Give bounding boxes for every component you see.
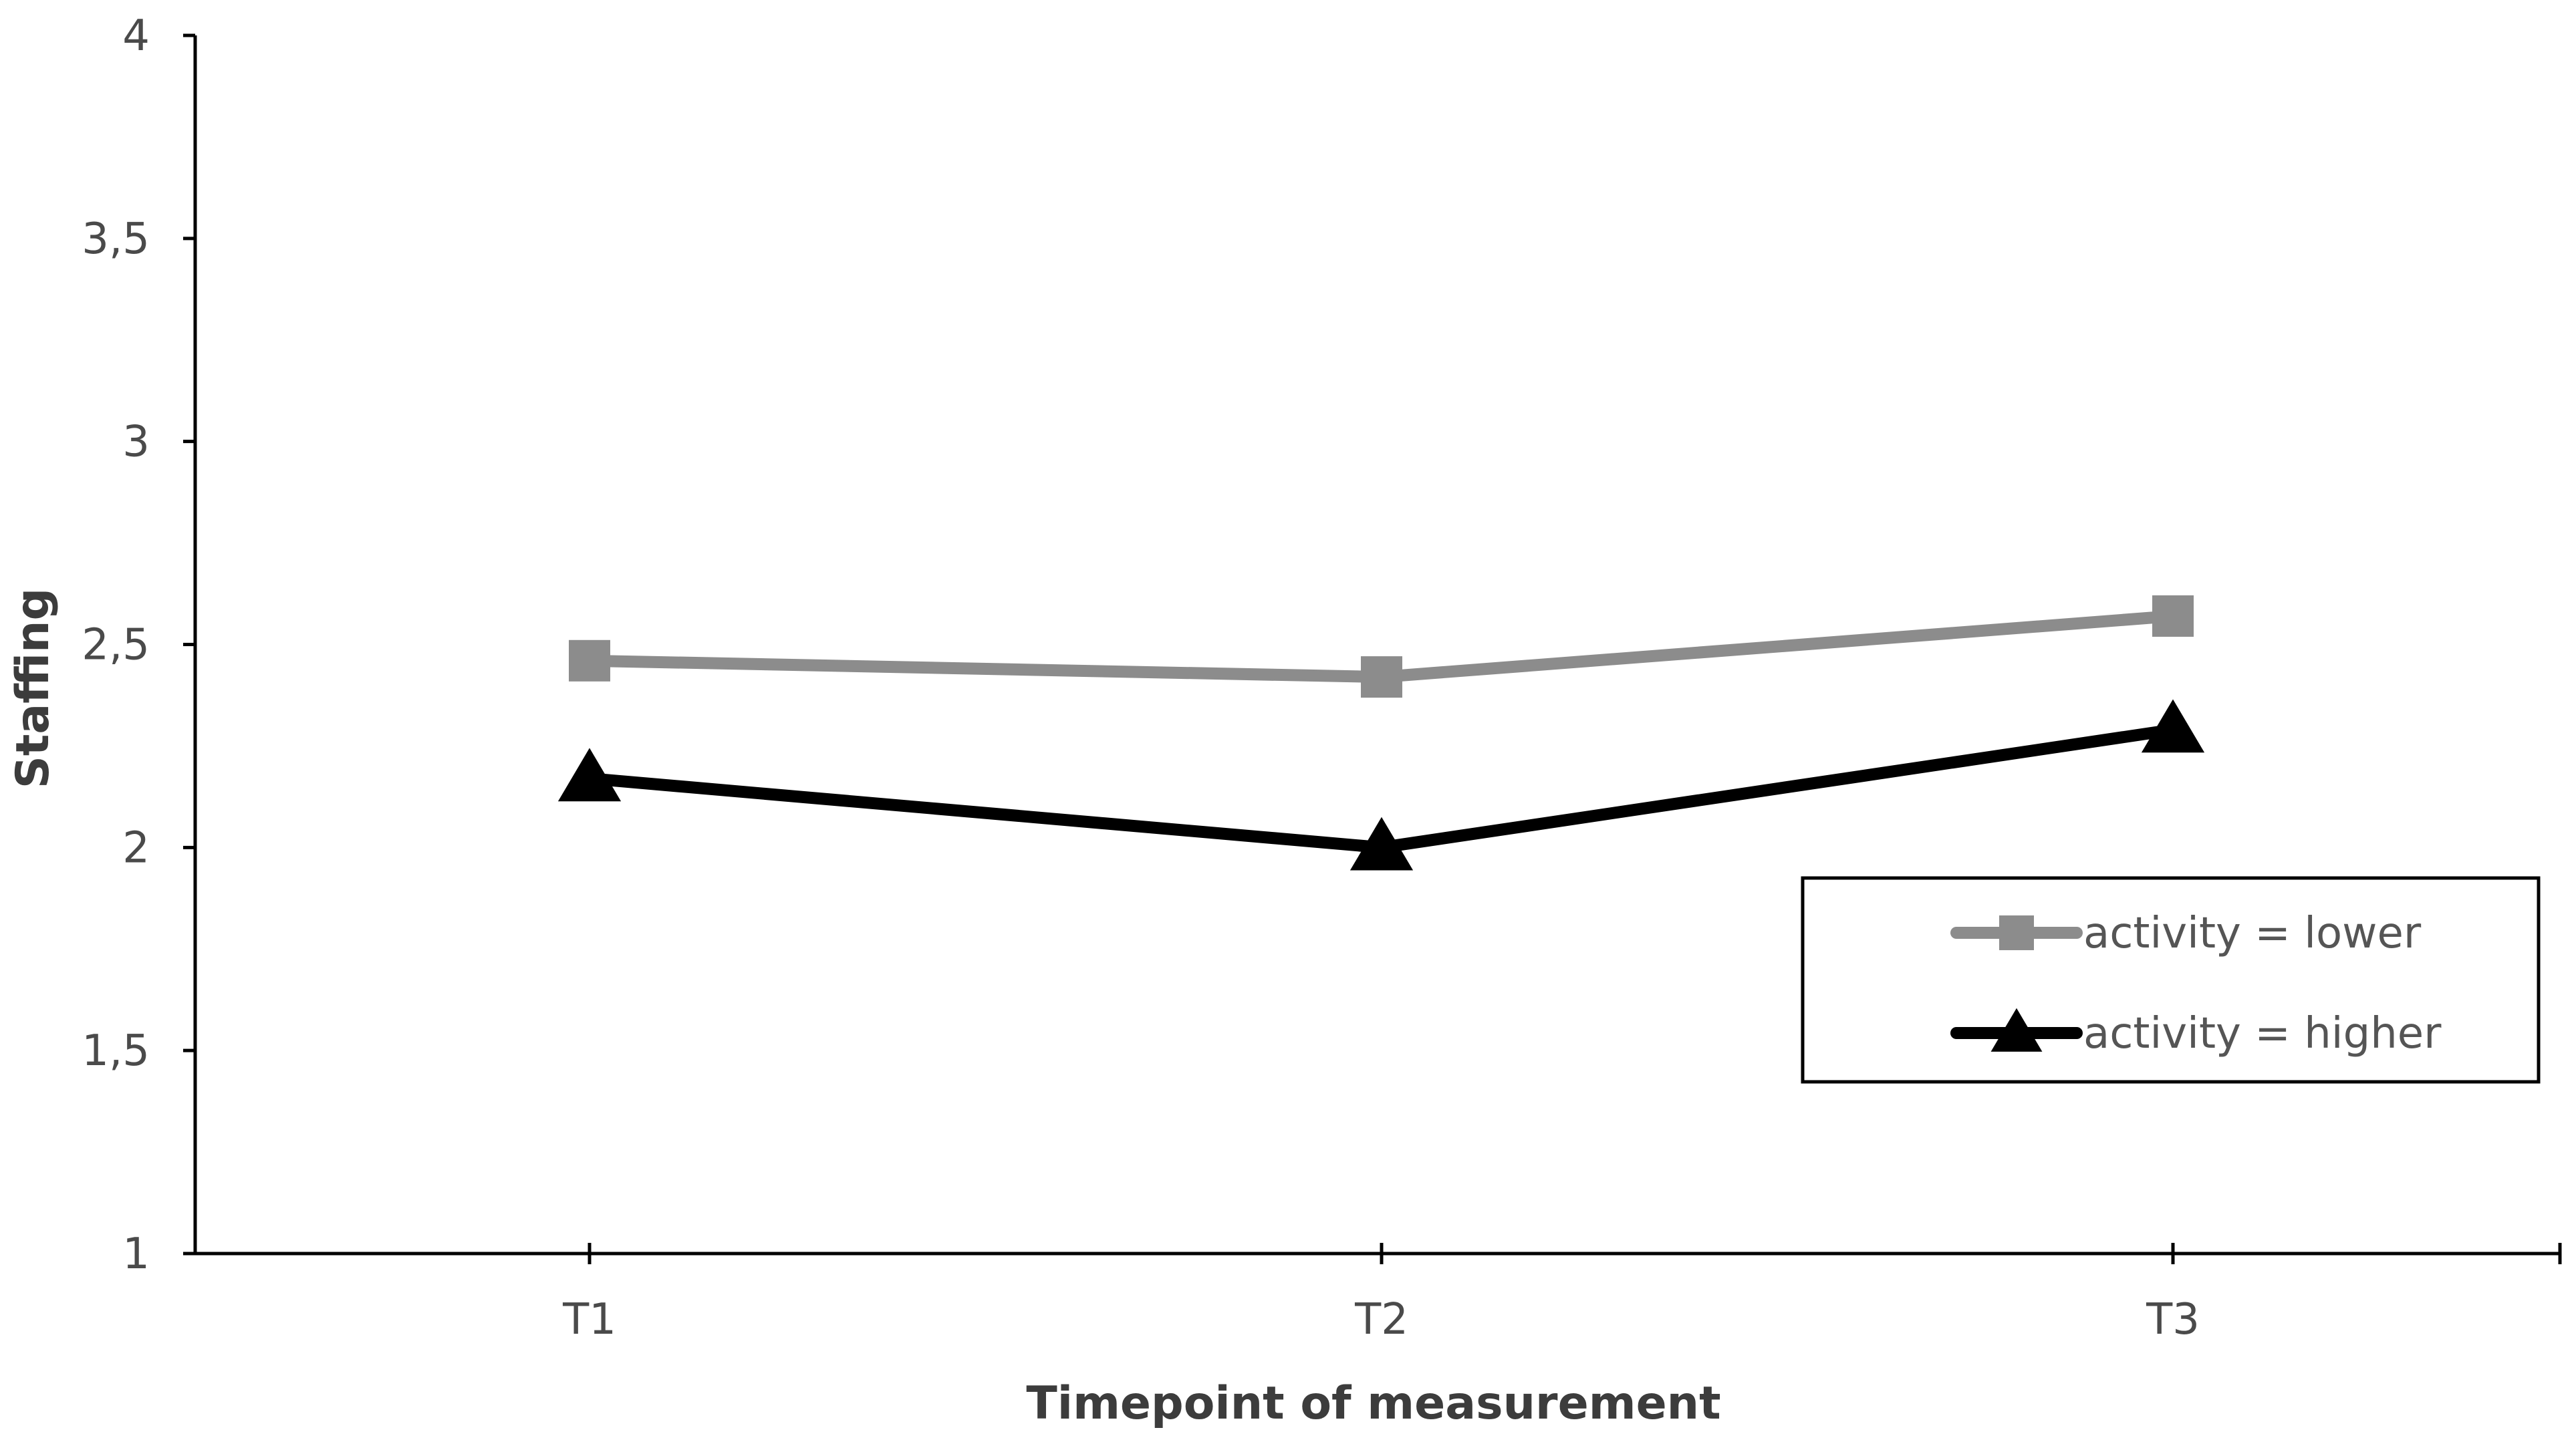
x-tick-label: T3	[2146, 1295, 2200, 1344]
y-tick-label: 2,5	[82, 621, 150, 670]
y-axis-title: Staffing	[7, 588, 59, 788]
legend-marker	[1999, 915, 2034, 950]
series-lower	[569, 595, 2194, 698]
y-tick-label: 1	[122, 1229, 150, 1279]
legend-marker	[1990, 1008, 2043, 1052]
y-tick-label: 4	[122, 11, 150, 61]
data-point	[557, 748, 622, 802]
data-point	[2141, 699, 2205, 753]
x-tick-label: T2	[1354, 1295, 1408, 1344]
axes: 1 1,5 2 2,5 3 3,5 4 T1 T2 T3	[82, 11, 2562, 1344]
data-point	[2152, 595, 2194, 637]
legend-label: activity = lower	[2083, 909, 2422, 958]
legend: activity = lower activity = higher	[1801, 876, 2541, 1084]
series-group	[557, 595, 2205, 871]
y-tick-label: 2	[122, 823, 150, 873]
x-axis-title: Timepoint of measurement	[1026, 1377, 1720, 1430]
y-tick-label: 1,5	[82, 1026, 150, 1076]
y-tick-label: 3	[122, 418, 150, 467]
legend-label: activity = higher	[2083, 1009, 2442, 1058]
data-point	[569, 639, 610, 682]
x-tick-label: T1	[562, 1295, 616, 1344]
series-higher	[557, 699, 2205, 871]
legend-box	[1801, 876, 2541, 1084]
data-point	[1349, 817, 1414, 871]
data-point	[1361, 656, 1402, 698]
y-tick-label: 3,5	[82, 214, 150, 264]
